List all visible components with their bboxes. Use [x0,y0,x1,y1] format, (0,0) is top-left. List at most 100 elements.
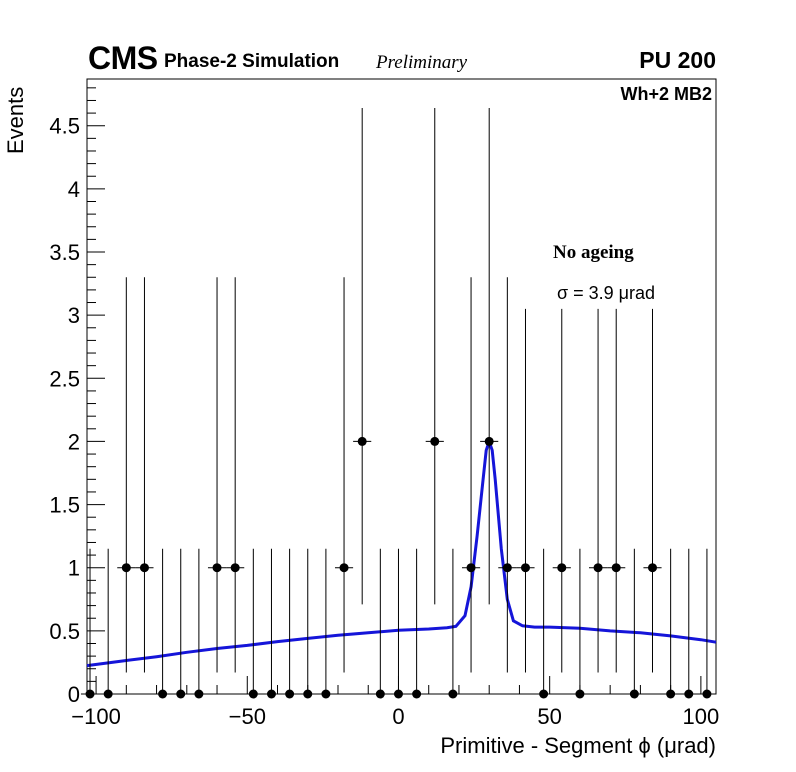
data-point [153,548,172,699]
plot-frame [86,78,717,695]
pileup-label: PU 200 [639,47,716,73]
marker [194,689,204,699]
data-point [280,548,299,699]
x-tick-label: 50 [537,704,561,729]
marker [266,689,276,699]
data-point [607,308,626,673]
data-point [552,308,571,673]
marker [575,689,585,699]
data-point [534,548,553,699]
data-point [262,548,281,699]
status-label: Preliminary [376,52,468,73]
x-tick-labels: −100 −50 0 50 100 [71,704,719,729]
marker [466,563,476,573]
data-point [588,308,608,673]
data-point [99,548,118,699]
marker [339,563,349,573]
marker [629,689,639,699]
data-point [226,277,245,673]
selection-label: Wh+2 MB2 [620,84,712,104]
marker [85,689,95,699]
y-tick-labels: 0 0.5 1 1.5 2 2.5 3 3.5 4 4.5 [49,114,80,707]
data-point [461,277,481,673]
marker [593,563,603,573]
data-point [353,108,372,605]
marker [176,689,186,699]
data-point [171,548,190,699]
marker [539,689,549,699]
x-tick-label: 0 [392,704,404,729]
data-point [117,277,136,673]
data-point [80,548,100,699]
y-tick-label: 4 [68,177,80,202]
data-point [189,548,208,699]
x-tick-label: −100 [71,704,121,729]
data-point [298,548,317,699]
marker [212,563,222,573]
marker [484,436,494,446]
marker [557,563,567,573]
x-tick-label: −50 [229,704,266,729]
data-point [407,548,426,699]
data-point [443,548,462,699]
resolution-label: σ = 3.9 μrad [557,283,656,303]
marker [502,563,512,573]
data-point [207,277,227,673]
y-tick-label: 3.5 [49,240,80,265]
experiment-label: CMS [88,40,158,76]
data-points [80,108,716,699]
marker [520,563,530,573]
data-point [389,548,408,699]
marker [684,689,694,699]
data-point [679,548,698,699]
y-tick-label: 4.5 [49,114,80,139]
data-point [135,277,154,673]
data-point [371,548,390,699]
y-tick-label: 0 [68,682,80,707]
marker [412,689,422,699]
x-tick-label: 100 [683,704,720,729]
data-point [697,548,716,699]
marker [248,689,258,699]
marker [357,436,367,446]
data-point [570,548,589,699]
marker [121,563,131,573]
marker [285,689,295,699]
data-point [661,548,680,699]
y-tick-label: 3 [68,303,80,328]
marker [647,563,657,573]
data-point [480,108,499,605]
data-point [516,308,535,673]
condition-label: No ageing [553,242,634,263]
y-tick-label: 1.5 [49,493,80,518]
y-axis-title: Events [3,86,28,154]
data-point [334,277,354,673]
marker [666,689,676,699]
fit-curve [86,436,717,668]
y-tick-label: 2.5 [49,366,80,391]
simulation-label: Phase-2 Simulation [164,51,340,72]
y-tick-label: 1 [68,556,80,581]
data-point [498,277,517,673]
data-point [625,548,644,699]
data-point [316,548,335,699]
marker [103,689,113,699]
axis-ticks [87,87,702,695]
marker [430,436,440,446]
marker [158,689,168,699]
data-point [643,308,662,673]
marker [303,689,313,699]
marker [448,689,458,699]
marker [375,689,385,699]
x-axis-title: Primitive - Segment ϕ (μrad) [440,733,716,758]
marker [702,689,712,699]
data-point [425,108,444,605]
marker [611,563,621,573]
data-point [244,548,263,699]
marker [393,689,403,699]
marker [230,563,240,573]
marker [321,689,331,699]
y-tick-label: 2 [68,429,80,454]
y-tick-label: 0.5 [49,619,80,644]
